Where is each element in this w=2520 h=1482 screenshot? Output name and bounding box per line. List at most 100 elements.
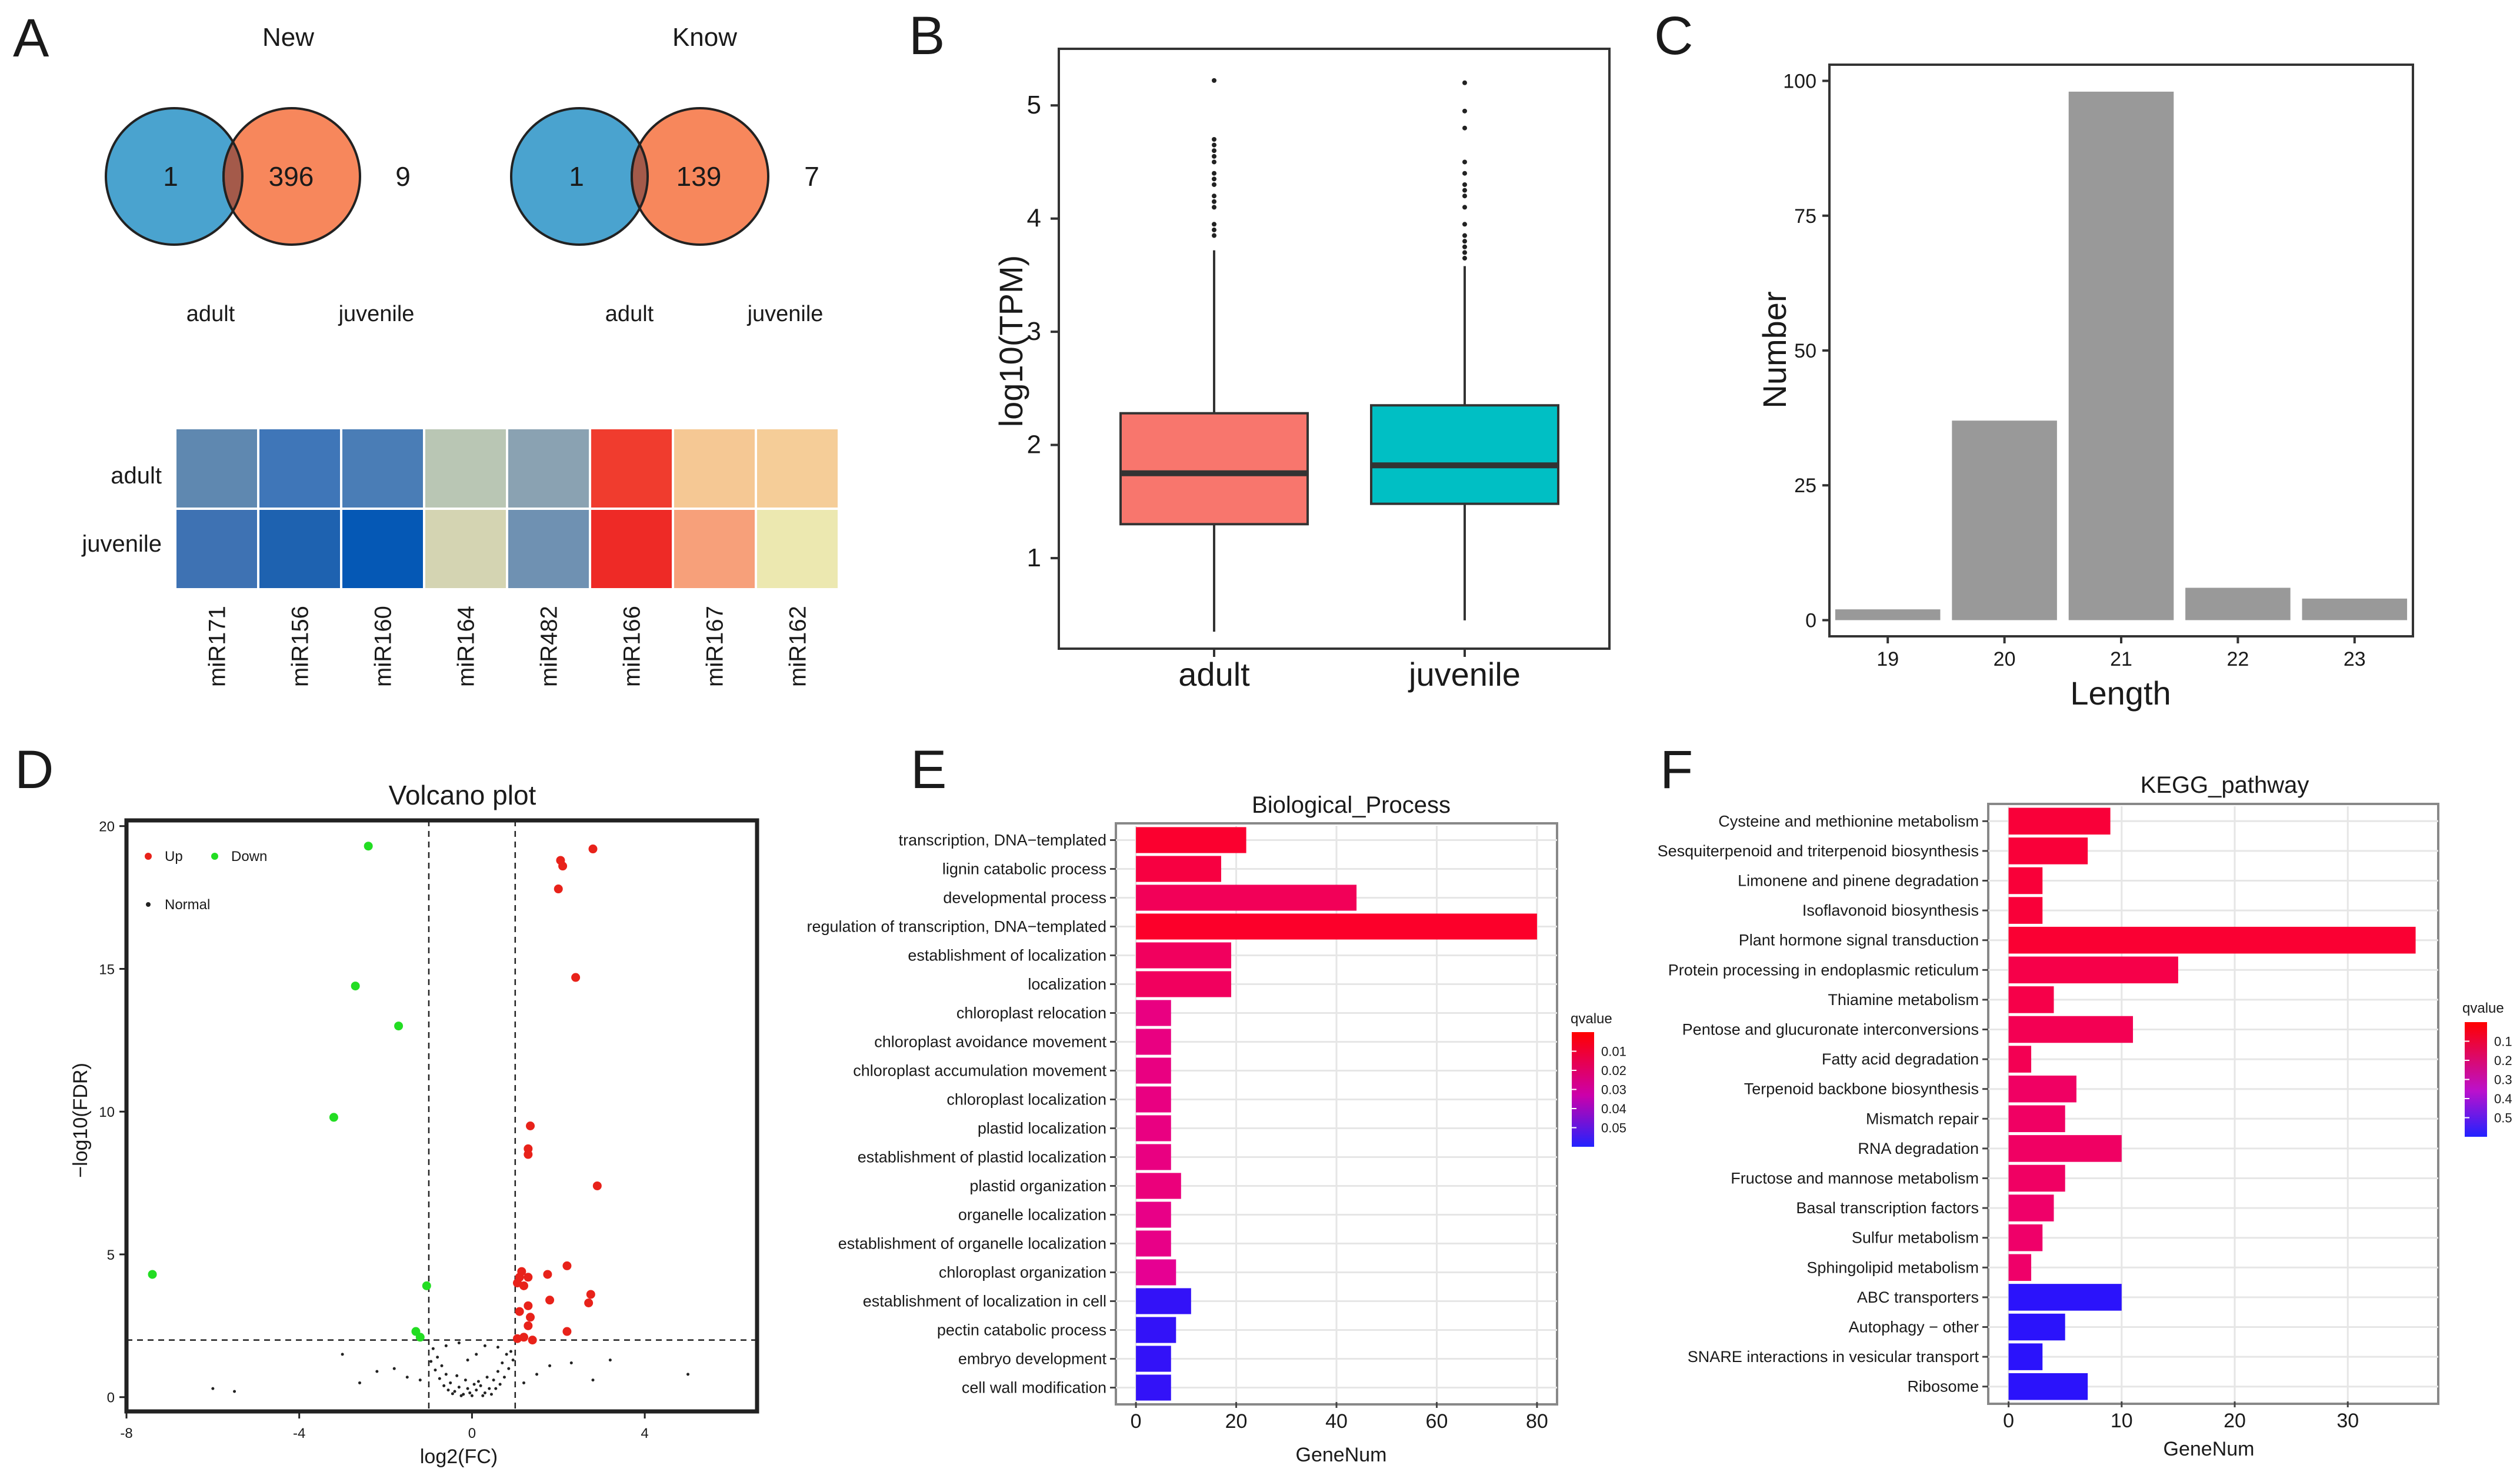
boxplot-outlier (1462, 250, 1467, 255)
boxplot-outlier (1462, 182, 1467, 187)
boxplot-outlier (1212, 136, 1216, 142)
length-bar-23 (2302, 598, 2408, 620)
kegg-category-label: Fatty acid degradation (1822, 1050, 1979, 1068)
gobp-bar (1136, 1374, 1171, 1401)
heatmap-row-label-adult: adult (111, 463, 162, 489)
kegg-bar (2008, 1016, 2134, 1043)
volcano-point-normal (429, 1360, 433, 1363)
boxplot-outlier (1212, 233, 1216, 238)
boxplot-outlier (1212, 148, 1216, 153)
volcano-point-down (422, 1281, 431, 1290)
gobp-bar (1136, 1086, 1171, 1113)
volcano-point-up (562, 1261, 572, 1270)
boxplot-outlier (1212, 153, 1216, 159)
boxplot-outlier (1212, 199, 1216, 204)
gobp-bar (1136, 856, 1221, 882)
length-bar-y-tick-label: 25 (1794, 475, 1816, 497)
heatmap-row-label-juvenile: juvenile (81, 531, 162, 557)
gobp-category-label: transcription, DNA−templated (899, 832, 1106, 849)
kegg-bar (2008, 1254, 2032, 1281)
volcano-point-normal (509, 1350, 512, 1353)
volcano-title: Volcano plot (389, 780, 536, 810)
boxplot-y-tick-label: 3 (1027, 317, 1041, 346)
boxplot-y-tick-label: 4 (1027, 204, 1041, 233)
kegg-bar (2008, 926, 2416, 954)
gobp-bar (1136, 1144, 1171, 1170)
venn-new-label-juvenile: juvenile (338, 302, 415, 326)
boxplot-box-juvenile (1370, 404, 1559, 505)
gobp-bar (1136, 971, 1232, 997)
volcano-x-tick-label: -4 (293, 1426, 305, 1441)
kegg-legend-tick-label: 0.3 (2494, 1073, 2512, 1087)
gobp-bar (1136, 1057, 1171, 1084)
legend-normal-dot (146, 902, 151, 907)
boxplot-outlier (1462, 239, 1467, 244)
gobp-bar (1136, 1346, 1171, 1372)
boxplot-outlier (1212, 227, 1216, 232)
venn-know-label-adult: adult (605, 302, 654, 326)
boxplot-outlier (1212, 222, 1216, 227)
kegg-category-label: Plant hormone signal transduction (1739, 932, 1979, 949)
boxplot-x-label-juvenile: juvenile (1408, 656, 1521, 693)
volcano-point-down (329, 1113, 338, 1122)
gobp-category-label: establishment of localization (908, 947, 1106, 964)
volcano-point-down (351, 982, 360, 991)
volcano-point-normal (535, 1373, 539, 1376)
gobp-category-label: chloroplast avoidance movement (874, 1033, 1106, 1051)
volcano-point-normal (418, 1378, 422, 1382)
volcano-point-up (592, 1181, 602, 1190)
venn-know-title: Know (672, 23, 737, 52)
heatmap-cell (755, 427, 840, 510)
kegg-bar (2008, 1105, 2065, 1133)
boxplot-y-label: log10(TPM) (992, 255, 1029, 428)
volcano-point-down (415, 1333, 425, 1342)
gobp-x-tick-label: 80 (1526, 1410, 1548, 1433)
volcano-y-tick-label: 15 (99, 962, 115, 977)
legend-normal-label: Normal (165, 897, 210, 913)
panel-letter-b: B (909, 6, 945, 66)
volcano-y-tick-label: 10 (99, 1104, 115, 1120)
volcano-point-normal (446, 1388, 450, 1392)
volcano-point-normal (511, 1358, 515, 1362)
boxplot-outlier (1462, 205, 1467, 210)
volcano-point-up (524, 1321, 533, 1330)
gobp-x-tick-label: 60 (1426, 1410, 1448, 1433)
volcano-point-normal (548, 1364, 552, 1367)
kegg-category-label: Basal transcription factors (1796, 1199, 1979, 1217)
volcano-legend: Up Down Normal (145, 849, 267, 913)
volcano-point-normal (436, 1356, 439, 1359)
kegg-bar (2008, 986, 2054, 1013)
volcano-x-label: log2(FC) (420, 1446, 498, 1468)
panel-letter-f: F (1660, 740, 1693, 800)
heatmap-cell (672, 427, 757, 510)
volcano-point-normal (431, 1347, 435, 1350)
length-bar-x-tick-label: 19 (1876, 648, 1899, 670)
gobp-legend-tick-label: 0.01 (1601, 1044, 1626, 1059)
kegg-bar (2008, 1284, 2122, 1311)
boxplot-x-label-adult: adult (1178, 656, 1250, 693)
venn-new-left-count: 1 (163, 161, 178, 192)
heatmap-cell (257, 508, 342, 590)
volcano-point-normal (392, 1367, 396, 1370)
venn-know-right-count: 7 (804, 161, 819, 192)
gobp-category-label: establishment of plastid localization (858, 1149, 1106, 1166)
volcano-point-normal (502, 1376, 506, 1379)
volcano-point-up (515, 1307, 524, 1316)
gobp-category-label: regulation of transcription, DNA−templat… (806, 918, 1106, 936)
volcano-point-up (526, 1121, 535, 1130)
kegg-x-tick-label: 10 (2111, 1410, 2133, 1432)
gobp-legend-tick-label: 0.05 (1601, 1121, 1626, 1136)
volcano-point-up (524, 1150, 533, 1159)
boxplot-outlier (1212, 182, 1216, 187)
heatmap-col-label: miR167 (702, 606, 728, 687)
kegg-bar (2008, 1343, 2043, 1370)
boxplot: log10(TPM) 1 2 3 4 5 adult juvenile (992, 48, 1611, 693)
boxplot-outlier (1462, 256, 1467, 261)
volcano-point-normal (459, 1394, 463, 1397)
volcano-point-normal (468, 1391, 472, 1394)
kegg-title: KEGG_pathway (2141, 772, 2309, 798)
volcano-point-normal (494, 1387, 498, 1390)
gobp-bar (1136, 1317, 1176, 1343)
volcano-point-normal (444, 1373, 448, 1376)
panel-letter-e: E (911, 740, 946, 800)
